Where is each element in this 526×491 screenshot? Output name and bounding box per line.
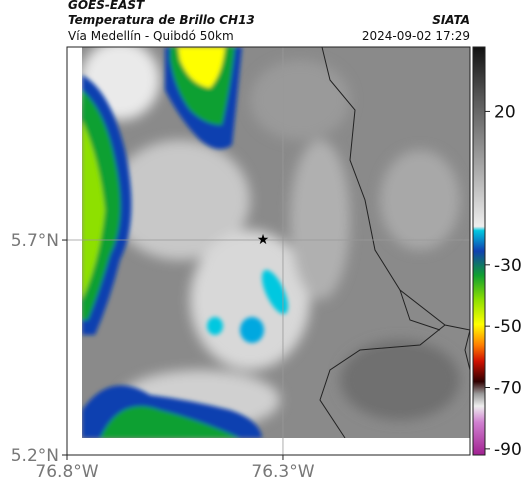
city-marker: ★ [257,232,270,248]
datetime: 2024-09-02 17:29 [362,29,470,43]
title: Temperatura de Brillo CH13 [68,13,255,27]
source: GOES-EAST [68,0,145,12]
map-frame [66,46,471,456]
agency: SIATA [432,13,470,27]
y-tick-label: 5.7°N [11,231,59,251]
colorbar [472,46,486,456]
subtitle: Vía Medellín - Quibdó 50km [68,29,234,43]
colorbar-tick-label: -30 [494,256,522,276]
x-tick-label: 76.3°W [251,462,314,482]
colorbar-tick-label: -90 [494,440,522,460]
colorbar-tick-label: -70 [494,379,522,399]
y-tick-label: 5.2°N [11,446,59,466]
satellite-image [82,47,470,438]
colorbar-tick-label: -50 [494,317,522,337]
colorbar-tick-label: 20 [494,102,516,122]
x-tick-label: 76.8°W [35,462,98,482]
ticks: 76.8°W 76.3°W 5.7°N 5.2°N 20 -30 -50 -70 -90 [11,102,522,482]
